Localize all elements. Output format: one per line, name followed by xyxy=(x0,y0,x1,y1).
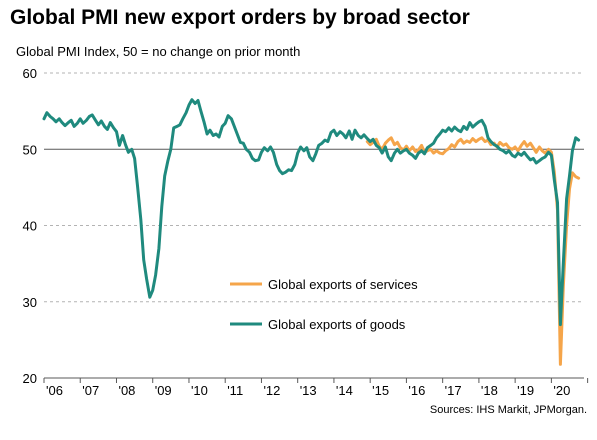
chart-title: Global PMI new export orders by broad se… xyxy=(10,6,470,29)
source-note: Sources: IHS Markit, JPMorgan. xyxy=(429,404,587,416)
x-tick-label-08: '08 xyxy=(118,383,135,398)
y-tick-label-30: 30 xyxy=(23,295,37,310)
x-tick-label-13: '13 xyxy=(300,383,317,398)
y-tick-label-40: 40 xyxy=(23,219,37,234)
legend-label-goods: Global exports of goods xyxy=(268,317,406,332)
y-tick-label-60: 60 xyxy=(23,66,37,81)
y-axis-subtitle: Global PMI Index, 50 = no change on prio… xyxy=(16,44,301,59)
x-tick-label-11: '11 xyxy=(227,383,243,398)
legend: Global exports of services Global exports… xyxy=(230,277,418,332)
x-tick-label-14: '14 xyxy=(336,383,353,398)
x-axis: '06 '07 '08 '09 '10 '11 '12 '13 '14 '15 '16 '17 '18 '… xyxy=(43,377,589,398)
y-tick-label-50: 50 xyxy=(23,142,37,157)
x-tick-label-17: '17 xyxy=(445,383,462,398)
legend-label-services: Global exports of services xyxy=(268,277,418,292)
x-tick-label-07: '07 xyxy=(82,383,99,398)
x-tick-label-20: '20 xyxy=(553,383,570,398)
x-tick-label-15: '15 xyxy=(372,383,389,398)
x-tick-label-16: '16 xyxy=(408,383,425,398)
x-tick-label-19: '19 xyxy=(517,383,534,398)
y-axis-tick-labels: 20 30 40 50 60 xyxy=(23,66,37,386)
x-tick-label-06: '06 xyxy=(46,383,63,398)
x-tick-label-18: '18 xyxy=(481,383,498,398)
y-tick-label-20: 20 xyxy=(23,371,37,386)
x-tick-label-09: '09 xyxy=(155,383,172,398)
series-lines xyxy=(42,98,581,366)
x-tick-label-10: '10 xyxy=(191,383,208,398)
x-tick-label-12: '12 xyxy=(263,383,280,398)
gridlines xyxy=(44,72,584,303)
services-series-line xyxy=(365,136,581,366)
goods-series-line xyxy=(42,98,581,327)
